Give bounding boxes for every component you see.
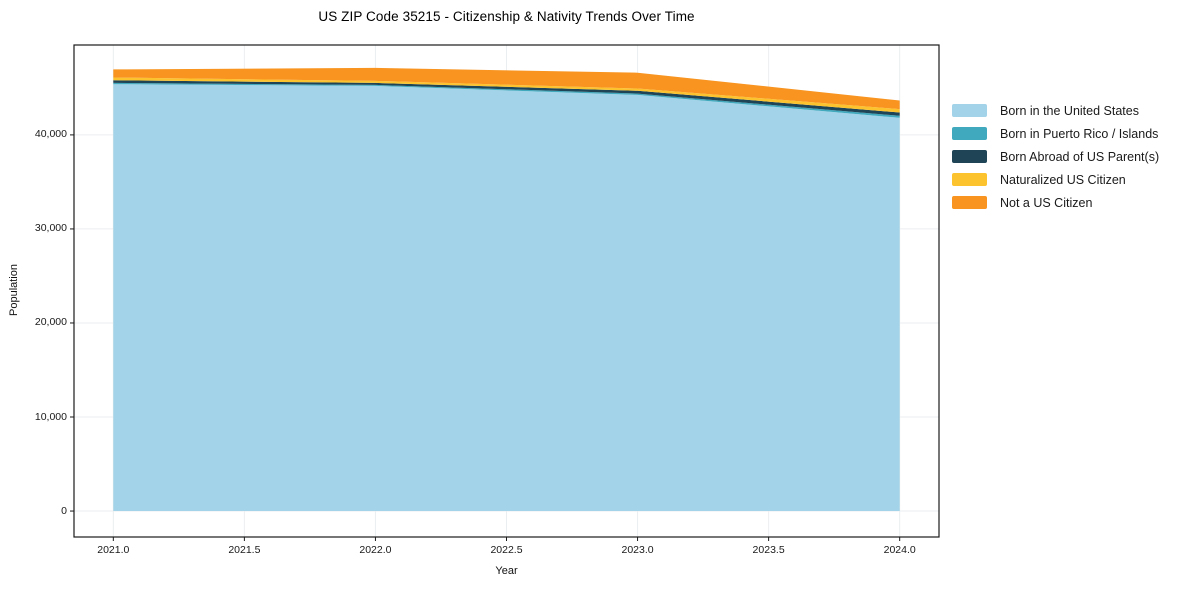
x-tick-label: 2023.0 (621, 544, 654, 556)
legend-swatch-icon (952, 150, 987, 163)
legend-swatch-icon (952, 173, 987, 186)
y-tick-label: 10,000 (34, 410, 67, 423)
legend-label: Born Abroad of US Parent(s) (1000, 149, 1160, 164)
legend-label: Naturalized US Citizen (1000, 172, 1126, 187)
legend-item: Not a US Citizen (952, 195, 1159, 210)
legend-swatch-icon (952, 104, 987, 117)
y-tick-label: 30,000 (34, 222, 67, 235)
y-tick-label: 40,000 (34, 128, 67, 141)
y-tick-label: 20,000 (34, 316, 67, 329)
x-tick-label: 2022.0 (359, 544, 392, 556)
x-tick-label: 2024.0 (883, 544, 916, 556)
legend-item: Born Abroad of US Parent(s) (952, 149, 1160, 164)
legend: Born in the United States Born in Puerto … (952, 104, 1159, 219)
area-series-3 (113, 77, 900, 113)
chart-title: US ZIP Code 35215 - Citizenship & Nativi… (318, 9, 695, 24)
plot-border (73, 44, 940, 538)
x-tick-label: 2021.0 (97, 544, 130, 556)
legend-item: Born in Puerto Rico / Islands (952, 126, 1159, 141)
x-axis-label: Year (495, 565, 518, 577)
legend-item: Naturalized US Citizen (952, 172, 1159, 187)
area-series-0 (113, 84, 900, 511)
x-tick-label: 2022.5 (490, 544, 523, 556)
y-axis-label: Population (8, 264, 20, 316)
legend-swatch-icon (952, 127, 987, 140)
legend-label: Born in the United States (1000, 103, 1139, 118)
area-series-1 (113, 82, 900, 118)
y-tick-label: 0 (61, 504, 67, 517)
legend-item: Born in the United States (952, 103, 1159, 118)
legend-swatch-icon (952, 196, 987, 209)
area-series-2 (113, 80, 900, 116)
legend-label: Born in Puerto Rico / Islands (1000, 126, 1159, 141)
x-tick-label: 2023.5 (752, 544, 785, 556)
legend-label: Not a US Citizen (1000, 195, 1093, 210)
area-series-4 (113, 67, 900, 110)
x-tick-label: 2021.5 (228, 544, 261, 556)
